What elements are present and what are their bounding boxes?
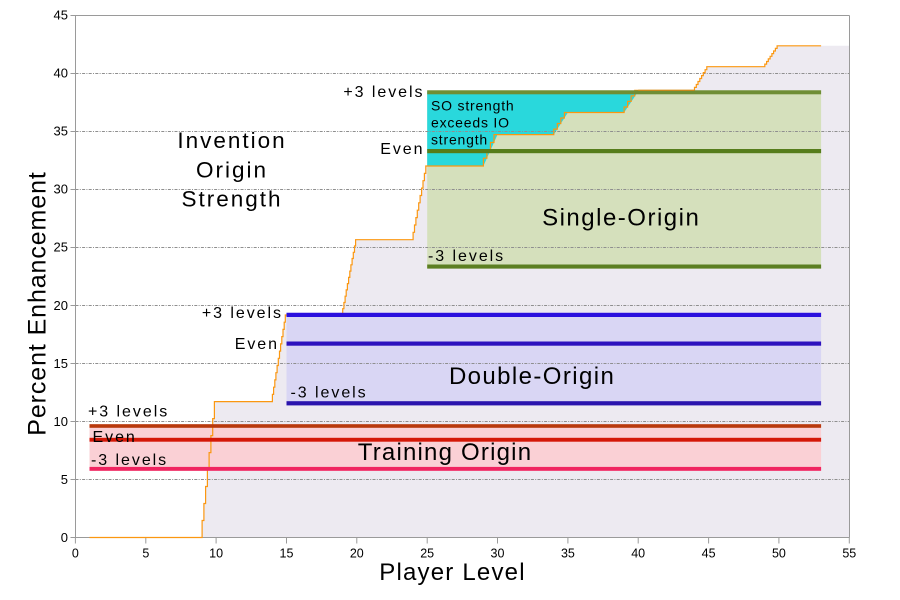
svg-text:Invention: Invention (177, 128, 286, 153)
svg-text:Single-Origin: Single-Origin (542, 205, 700, 232)
svg-text:-3 levels: -3 levels (291, 385, 368, 402)
svg-text:45: 45 (54, 8, 68, 23)
svg-text:SO strength: SO strength (431, 98, 515, 114)
svg-text:Training Origin: Training Origin (358, 439, 533, 466)
svg-text:Origin: Origin (196, 158, 268, 183)
svg-text:50: 50 (772, 547, 786, 561)
svg-text:25: 25 (54, 240, 68, 255)
svg-text:20: 20 (54, 298, 68, 313)
svg-text:40: 40 (631, 547, 645, 561)
svg-text:Double-Origin: Double-Origin (449, 363, 615, 390)
svg-text:10: 10 (209, 547, 223, 561)
svg-text:5: 5 (142, 547, 149, 561)
svg-text:40: 40 (54, 66, 68, 81)
svg-text:10: 10 (54, 414, 68, 429)
svg-text:15: 15 (54, 356, 68, 371)
svg-text:35: 35 (561, 547, 575, 561)
svg-text:30: 30 (491, 547, 505, 561)
svg-text:5: 5 (61, 472, 68, 487)
svg-text:30: 30 (54, 182, 68, 197)
svg-text:0: 0 (72, 547, 79, 561)
svg-text:Percent Enhancement: Percent Enhancement (24, 171, 52, 435)
svg-text:Strength: Strength (181, 187, 282, 212)
svg-text:+3 levels: +3 levels (202, 305, 283, 322)
svg-text:20: 20 (350, 547, 364, 561)
svg-text:exceeds IO: exceeds IO (431, 115, 510, 131)
svg-text:0: 0 (61, 530, 68, 545)
svg-text:-3 levels: -3 levels (91, 452, 168, 469)
svg-text:strength: strength (431, 132, 488, 148)
svg-text:15: 15 (280, 547, 294, 561)
svg-text:+3 levels: +3 levels (343, 84, 424, 101)
svg-text:25: 25 (420, 547, 434, 561)
svg-text:35: 35 (54, 124, 68, 139)
svg-text:45: 45 (702, 547, 716, 561)
svg-text:+3 levels: +3 levels (88, 404, 169, 421)
svg-text:Even: Even (93, 429, 137, 446)
svg-text:Player Level: Player Level (379, 559, 525, 586)
svg-text:-3 levels: -3 levels (428, 248, 505, 265)
svg-text:Even: Even (235, 336, 279, 353)
svg-text:55: 55 (842, 547, 856, 561)
svg-text:Even: Even (380, 141, 424, 158)
